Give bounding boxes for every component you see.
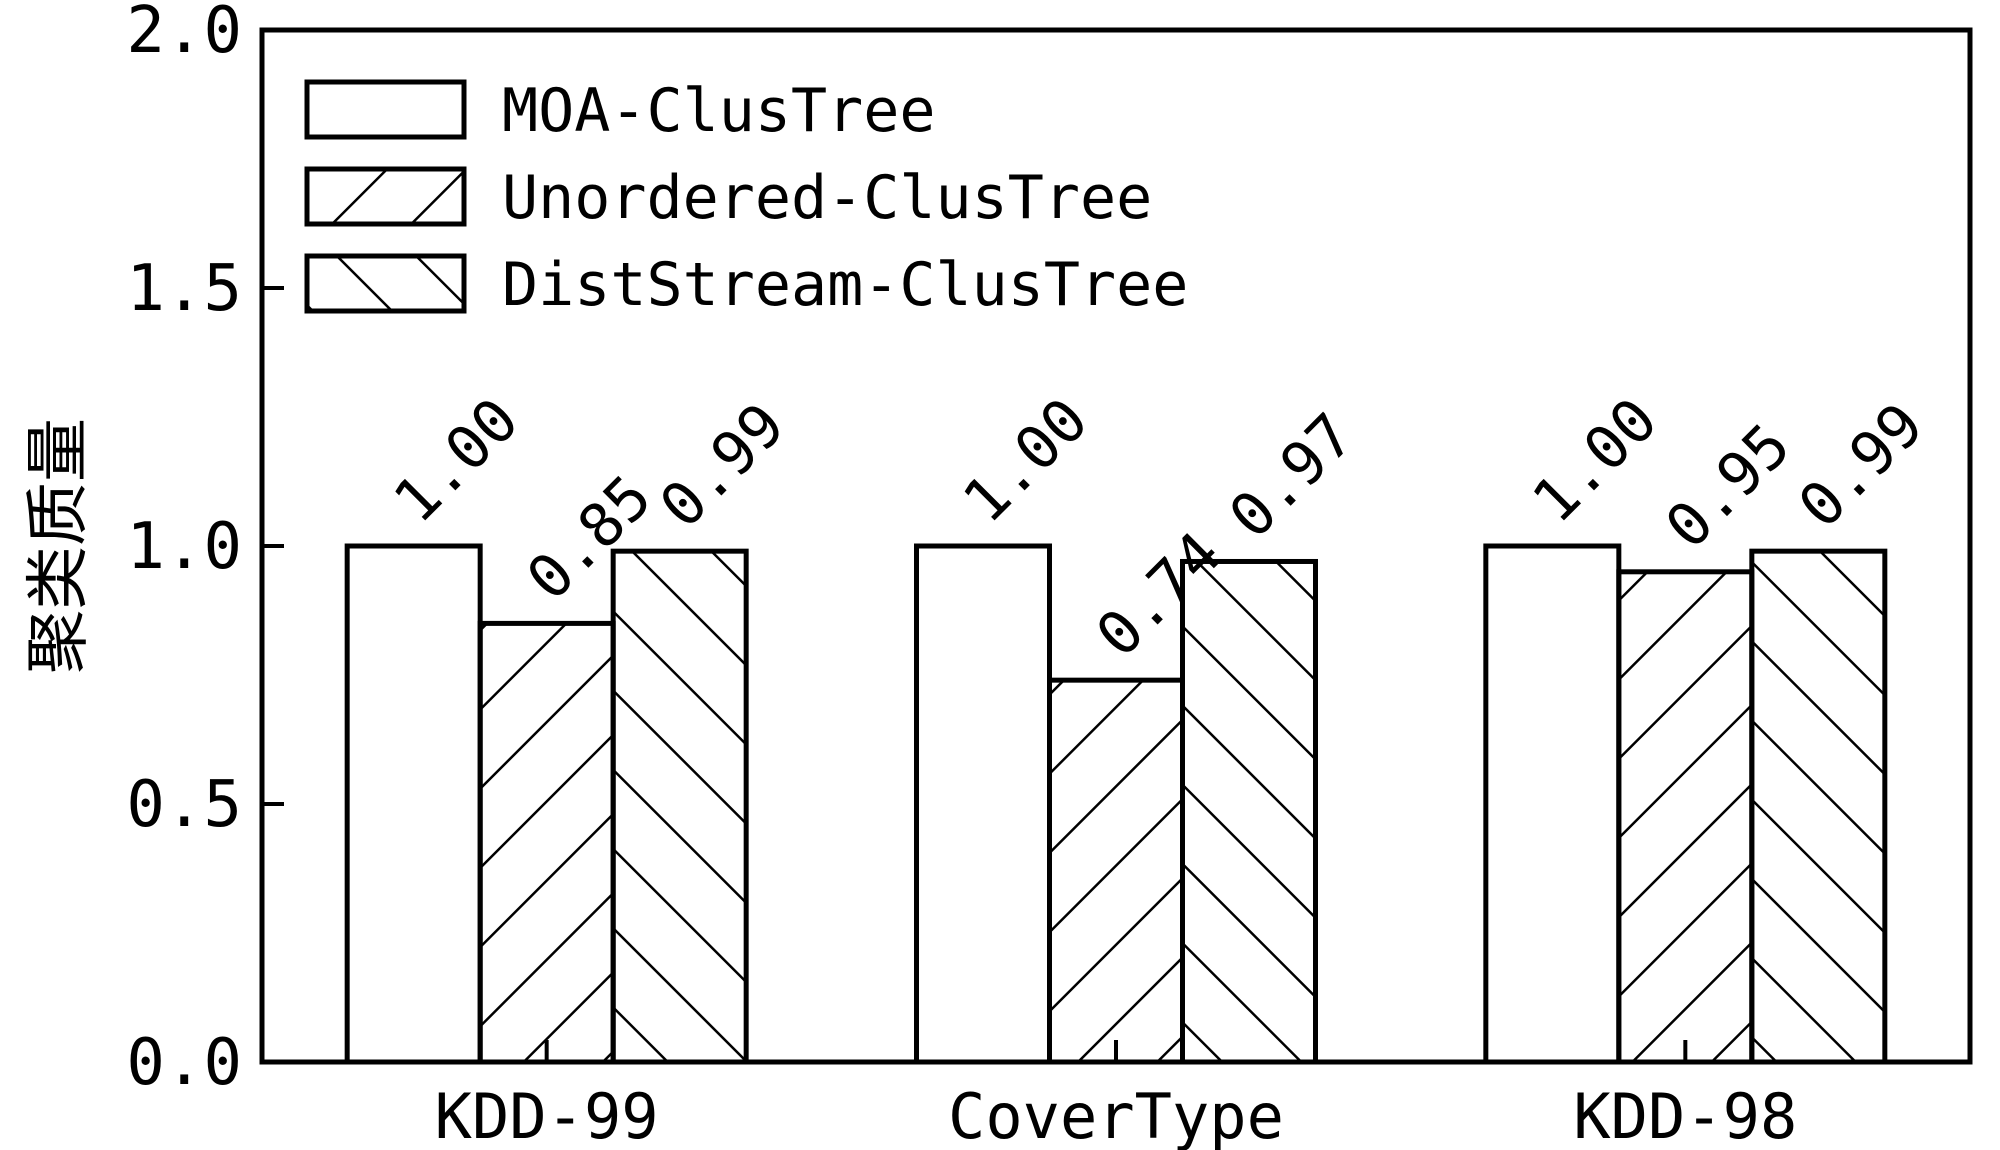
x-tick-label: CoverType: [948, 1080, 1284, 1150]
x-tick-label: KDD-99: [435, 1080, 659, 1150]
legend-label: MOA-ClusTree: [502, 76, 935, 146]
bar-kdd-98-1: [1483, 543, 1622, 1065]
legend-swatch-3: [304, 253, 467, 314]
y-tick-label: 1.0: [126, 510, 242, 584]
y-tick-label: 1.5: [126, 252, 242, 326]
bar-kdd-98-3: [1749, 548, 1888, 1065]
bar-kdd-99-3: [610, 548, 749, 1065]
bar-covertype-3: [1180, 558, 1318, 1065]
y-tick-label: 2.0: [126, 0, 242, 68]
data-label: 0.99: [1785, 390, 1937, 542]
data-label: 0.99: [647, 390, 799, 542]
y-tick-label: 0.5: [126, 768, 242, 842]
legend-label: Unordered-ClusTree: [502, 163, 1152, 233]
legend-label: DistStream-ClusTree: [502, 250, 1188, 320]
data-label: 1.00: [950, 385, 1102, 537]
y-axis-label: 聚类质量: [22, 418, 96, 674]
data-label: 1.00: [1519, 385, 1671, 537]
legend-swatch-2: [304, 166, 467, 227]
x-tick-label: KDD-98: [1573, 1080, 1797, 1150]
bar-kdd-98-2: [1616, 569, 1755, 1065]
bar-kdd-99-2: [477, 620, 616, 1065]
legend-swatch-1: [304, 79, 467, 140]
y-tick-label: 0.0: [126, 1026, 242, 1100]
data-label: 1.00: [381, 385, 533, 537]
data-label: 0.97: [1216, 400, 1368, 552]
bar-covertype-2: [1047, 677, 1185, 1065]
data-label: 0.95: [1652, 411, 1804, 563]
bar-covertype-1: [914, 543, 1052, 1065]
bar-kdd-99-1: [344, 543, 483, 1065]
